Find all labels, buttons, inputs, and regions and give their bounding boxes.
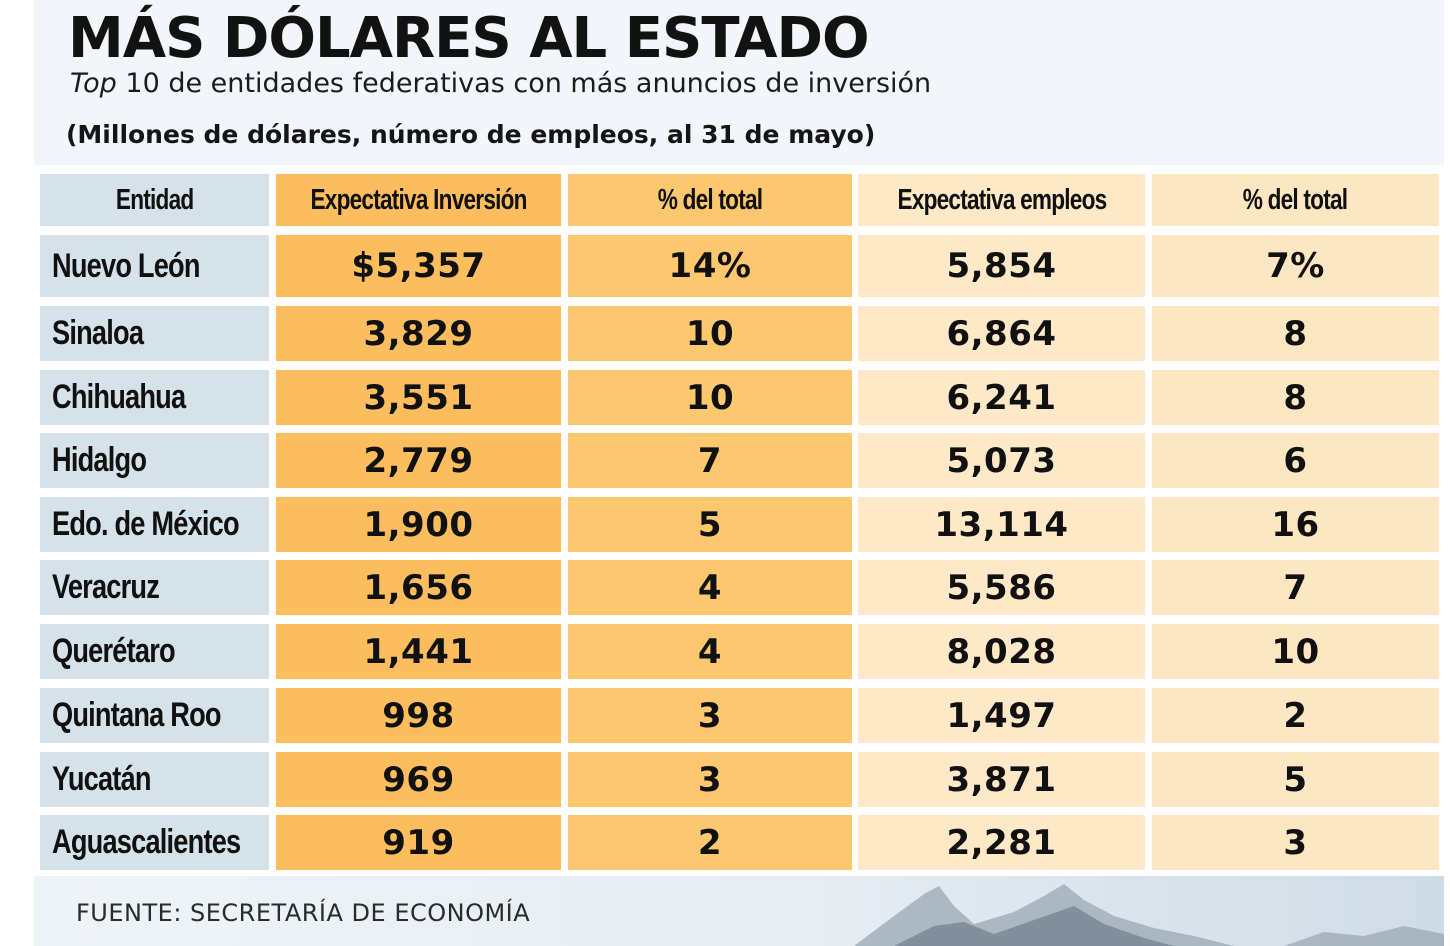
subtitle-italic: Top	[70, 68, 117, 99]
cell-entity-text: Hidalgo	[52, 441, 147, 479]
cell-jobs-pct: 10	[1152, 624, 1439, 679]
header-cell-bg-investment-pct: % del total	[568, 174, 852, 226]
cell-entity: Chihuahua	[40, 370, 269, 425]
cell-investment: 1,900	[276, 497, 561, 552]
header-band	[34, 0, 1444, 165]
column-header-investment: Expectativa Inversión	[310, 183, 527, 216]
cell-investment-pct: 3	[568, 688, 852, 743]
source-note: FUENTE: SECRETARÍA DE ECONOMÍA	[76, 899, 531, 927]
column-header-entity: Entidad	[115, 183, 194, 216]
cell-entity: Nuevo León	[40, 235, 269, 297]
cell-investment-pct: 4	[568, 560, 852, 615]
cell-jobs: 2,281	[858, 815, 1145, 870]
cell-jobs: 3,871	[858, 752, 1145, 807]
cell-jobs: 8,028	[858, 624, 1145, 679]
cell-entity-text: Edo. de México	[52, 505, 240, 543]
cell-investment-pct: 4	[568, 624, 852, 679]
header-cell-bg-jobs-pct: % del total	[1152, 174, 1439, 226]
cell-investment: 998	[276, 688, 561, 743]
cell-entity: Edo. de México	[40, 497, 269, 552]
cell-entity-text: Nuevo León	[52, 246, 200, 285]
cell-jobs: 6,241	[858, 370, 1145, 425]
cell-jobs-pct: 7%	[1152, 235, 1439, 297]
units-note: (Millones de dólares, número de empleos,…	[66, 120, 876, 149]
chart-title: MÁS DÓLARES AL ESTADO	[68, 6, 870, 71]
column-header-investment-pct: % del total	[657, 183, 763, 216]
cell-jobs-pct: 6	[1152, 433, 1439, 488]
column-header-jobs-pct: % del total	[1243, 183, 1348, 216]
cell-entity: Hidalgo	[40, 433, 269, 488]
cell-entity-text: Veracruz	[52, 568, 160, 606]
cell-jobs-pct: 8	[1152, 370, 1439, 425]
cell-investment: 1,441	[276, 624, 561, 679]
cell-investment: 3,551	[276, 370, 561, 425]
cell-entity-text: Sinaloa	[52, 314, 144, 352]
header-cell-bg-jobs: Expectativa empleos	[858, 174, 1145, 226]
cell-investment: $5,357	[276, 235, 561, 297]
cell-entity: Querétaro	[40, 624, 269, 679]
cell-jobs: 5,586	[858, 560, 1145, 615]
cell-entity-text: Querétaro	[52, 632, 176, 670]
cell-investment-pct: 5	[568, 497, 852, 552]
cell-jobs: 5,854	[858, 235, 1145, 297]
cell-investment-pct: 10	[568, 370, 852, 425]
cell-jobs: 6,864	[858, 306, 1145, 361]
cell-investment: 969	[276, 752, 561, 807]
cell-jobs-pct: 8	[1152, 306, 1439, 361]
cell-jobs: 13,114	[858, 497, 1145, 552]
cell-entity: Sinaloa	[40, 306, 269, 361]
cell-investment-pct: 2	[568, 815, 852, 870]
cell-jobs: 5,073	[858, 433, 1145, 488]
cell-entity-text: Yucatán	[52, 760, 152, 798]
subtitle-rest: 10 de entidades federativas con más anun…	[116, 68, 932, 99]
cell-jobs-pct: 16	[1152, 497, 1439, 552]
cell-entity-text: Chihuahua	[52, 378, 186, 416]
chart-subtitle: Top 10 de entidades federativas con más …	[70, 68, 931, 99]
column-header-jobs: Expectativa empleos	[897, 183, 1107, 216]
cell-entity: Aguascalientes	[40, 815, 269, 870]
cell-investment-pct: 7	[568, 433, 852, 488]
cell-investment: 3,829	[276, 306, 561, 361]
cell-investment-pct: 10	[568, 306, 852, 361]
cell-jobs-pct: 7	[1152, 560, 1439, 615]
cell-jobs: 1,497	[858, 688, 1145, 743]
cell-entity: Yucatán	[40, 752, 269, 807]
cell-investment: 2,779	[276, 433, 561, 488]
source-band	[34, 876, 1444, 946]
header-cell-bg-entity: Entidad	[40, 174, 269, 226]
cell-investment: 1,656	[276, 560, 561, 615]
cell-entity-text: Quintana Roo	[52, 696, 222, 734]
cell-entity: Veracruz	[40, 560, 269, 615]
cell-investment: 919	[276, 815, 561, 870]
mountain-photo-icon	[854, 884, 1444, 946]
cell-entity-text: Aguascalientes	[52, 823, 241, 861]
cell-jobs-pct: 2	[1152, 688, 1439, 743]
cell-entity: Quintana Roo	[40, 688, 269, 743]
cell-jobs-pct: 5	[1152, 752, 1439, 807]
cell-investment-pct: 14%	[568, 235, 852, 297]
cell-jobs-pct: 3	[1152, 815, 1439, 870]
cell-investment-pct: 3	[568, 752, 852, 807]
header-cell-bg-investment: Expectativa Inversión	[276, 174, 561, 226]
